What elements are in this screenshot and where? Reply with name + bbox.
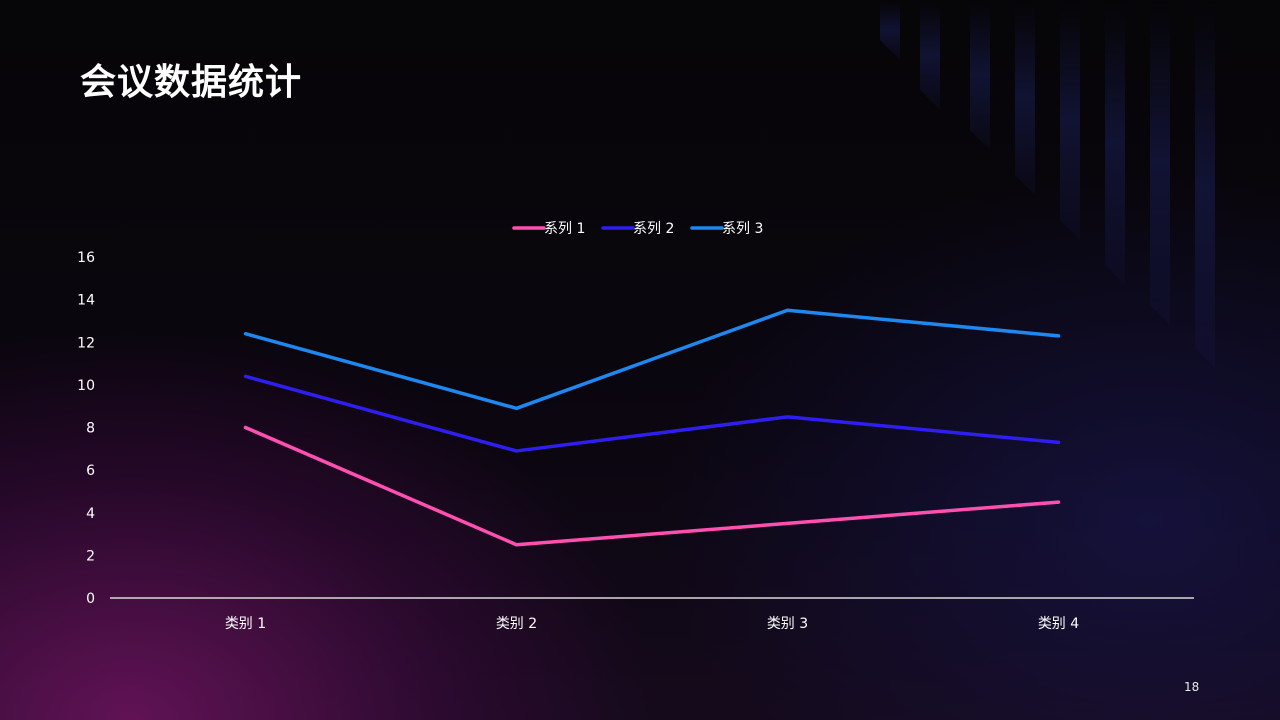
x-tick-label: 类别 2	[496, 616, 537, 632]
legend-item-1: 系列 1	[512, 221, 585, 237]
page-number: 18	[1184, 680, 1200, 694]
slide-title: 会议数据统计	[80, 62, 303, 103]
decorative-stripes	[880, 0, 1215, 368]
series-line-1	[243, 425, 1061, 547]
legend-label: 系列 1	[544, 221, 585, 237]
y-tick-label: 8	[86, 421, 95, 437]
series-line-3	[243, 308, 1061, 411]
y-tick-label: 10	[77, 378, 95, 394]
y-tick-label: 16	[77, 250, 95, 266]
x-tick-label: 类别 1	[225, 616, 266, 632]
chart-series	[243, 308, 1061, 547]
x-tick-label: 类别 3	[767, 616, 808, 632]
y-axis: 0 2 4 6 8 10 12 14 16	[77, 250, 95, 607]
chart-legend: 系列 1 系列 2 系列 3	[512, 221, 763, 237]
y-tick-label: 4	[86, 506, 95, 522]
x-tick-label: 类别 4	[1038, 616, 1079, 632]
legend-item-2: 系列 2	[601, 221, 674, 237]
legend-item-3: 系列 3	[690, 221, 763, 237]
series-line-2	[243, 374, 1061, 453]
y-tick-label: 6	[86, 463, 95, 479]
y-tick-label: 2	[86, 548, 95, 564]
x-axis: 类别 1 类别 2 类别 3 类别 4	[225, 616, 1079, 632]
legend-label: 系列 2	[633, 221, 674, 237]
y-tick-label: 12	[77, 335, 95, 351]
y-tick-label: 14	[77, 293, 95, 309]
y-tick-label: 0	[86, 591, 95, 607]
legend-label: 系列 3	[722, 221, 763, 237]
